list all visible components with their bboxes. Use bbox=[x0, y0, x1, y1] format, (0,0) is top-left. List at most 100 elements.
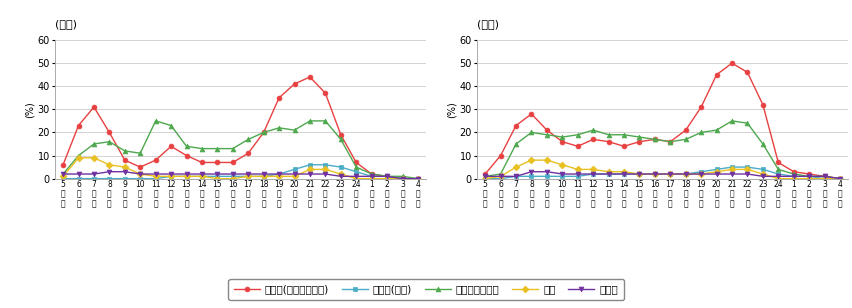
新聞 bbox=[336, 172, 346, 176]
インターネット bbox=[635, 135, 645, 139]
インターネット bbox=[274, 126, 285, 130]
テレビ(録画) bbox=[757, 168, 768, 171]
インターネット bbox=[681, 137, 691, 141]
テレビ(リアルタイム) bbox=[336, 133, 346, 137]
ラジオ bbox=[119, 170, 130, 174]
テレビ(リアルタイム) bbox=[119, 158, 130, 162]
ラジオ bbox=[104, 170, 114, 174]
テレビ(録画) bbox=[619, 172, 629, 176]
新聞 bbox=[119, 165, 130, 169]
インターネット bbox=[104, 140, 114, 144]
テレビ(録画) bbox=[274, 172, 285, 176]
新聞 bbox=[89, 156, 99, 160]
新聞 bbox=[274, 174, 285, 178]
テレビ(録画) bbox=[227, 174, 238, 178]
テレビ(録画) bbox=[496, 177, 506, 180]
インターネット bbox=[181, 144, 192, 148]
ラジオ bbox=[243, 172, 253, 176]
テレビ(録画) bbox=[413, 177, 423, 180]
テレビ(リアルタイム) bbox=[511, 124, 521, 128]
テレビ(リアルタイム) bbox=[696, 105, 706, 109]
ラジオ bbox=[197, 172, 207, 176]
Line: テレビ(録画): テレビ(録画) bbox=[483, 165, 843, 181]
インターネット bbox=[320, 119, 331, 123]
インターネット bbox=[603, 133, 613, 137]
テレビ(録画) bbox=[681, 172, 691, 176]
新聞 bbox=[397, 177, 407, 180]
インターネット bbox=[336, 137, 346, 141]
テレビ(リアルタイム) bbox=[789, 170, 799, 174]
ラジオ bbox=[227, 172, 238, 176]
テレビ(録画) bbox=[665, 172, 676, 176]
新聞 bbox=[573, 168, 583, 171]
新聞 bbox=[227, 177, 238, 180]
新聞 bbox=[820, 177, 830, 180]
テレビ(リアルタイム) bbox=[89, 105, 99, 109]
テレビ(リアルタイム) bbox=[681, 128, 691, 132]
新聞 bbox=[650, 172, 660, 176]
ラジオ bbox=[820, 174, 830, 178]
テレビ(リアルタイム) bbox=[635, 140, 645, 144]
インターネット bbox=[619, 133, 629, 137]
新聞 bbox=[73, 156, 83, 160]
テレビ(リアルタイム) bbox=[397, 177, 407, 180]
テレビ(リアルタイム) bbox=[104, 131, 114, 134]
インターネット bbox=[804, 174, 815, 178]
テレビ(録画) bbox=[789, 174, 799, 178]
新聞 bbox=[181, 174, 192, 178]
テレビ(録画) bbox=[151, 177, 161, 180]
テレビ(リアルタイム) bbox=[727, 61, 737, 65]
新聞 bbox=[351, 177, 361, 180]
インターネット bbox=[366, 172, 377, 176]
新聞 bbox=[197, 174, 207, 178]
テレビ(リアルタイム) bbox=[258, 131, 268, 134]
テレビ(リアルタイム) bbox=[274, 96, 285, 100]
テレビ(リアルタイム) bbox=[527, 112, 537, 116]
インターネット bbox=[351, 165, 361, 169]
テレビ(リアルタイム) bbox=[588, 137, 598, 141]
テレビ(リアルタイム) bbox=[573, 144, 583, 148]
テレビ(録画) bbox=[557, 174, 567, 178]
テレビ(リアルタイム) bbox=[820, 174, 830, 178]
テレビ(録画) bbox=[320, 163, 331, 167]
インターネット bbox=[665, 140, 676, 144]
ラジオ bbox=[573, 172, 583, 176]
テレビ(リアルタイム) bbox=[351, 161, 361, 164]
ラジオ bbox=[73, 172, 83, 176]
Line: テレビ(リアルタイム): テレビ(リアルタイム) bbox=[483, 61, 843, 181]
Legend: テレビ(リアルタイム), テレビ(録画), インターネット, 新聞, ラジオ: テレビ(リアルタイム), テレビ(録画), インターネット, 新聞, ラジオ bbox=[228, 279, 624, 300]
テレビ(録画) bbox=[542, 174, 552, 178]
テレビ(リアルタイム) bbox=[243, 152, 253, 155]
テレビ(録画) bbox=[397, 177, 407, 180]
テレビ(録画) bbox=[820, 177, 830, 180]
テレビ(リアルタイム) bbox=[58, 163, 68, 167]
インターネット bbox=[212, 147, 222, 151]
ラジオ bbox=[711, 172, 722, 176]
テレビ(リアルタイム) bbox=[305, 75, 315, 79]
新聞 bbox=[305, 168, 315, 171]
テレビ(リアルタイム) bbox=[197, 161, 207, 164]
ラジオ bbox=[511, 174, 521, 178]
インターネット bbox=[382, 174, 392, 178]
ラジオ bbox=[480, 174, 490, 178]
新聞 bbox=[681, 172, 691, 176]
インターネット bbox=[166, 124, 176, 128]
新聞 bbox=[243, 174, 253, 178]
テレビ(録画) bbox=[212, 174, 222, 178]
新聞 bbox=[789, 177, 799, 180]
ラジオ bbox=[305, 172, 315, 176]
テレビ(リアルタイム) bbox=[135, 165, 146, 169]
ラジオ bbox=[397, 177, 407, 180]
インターネット bbox=[480, 174, 490, 178]
ラジオ bbox=[665, 172, 676, 176]
テレビ(録画) bbox=[527, 174, 537, 178]
テレビ(リアルタイム) bbox=[73, 124, 83, 128]
インターネット bbox=[151, 119, 161, 123]
新聞 bbox=[557, 163, 567, 167]
Line: テレビ(リアルタイム): テレビ(リアルタイム) bbox=[60, 75, 420, 181]
ラジオ bbox=[351, 174, 361, 178]
テレビ(録画) bbox=[290, 168, 300, 171]
ラジオ bbox=[774, 174, 784, 178]
テレビ(リアルタイム) bbox=[166, 144, 176, 148]
ラジオ bbox=[696, 172, 706, 176]
